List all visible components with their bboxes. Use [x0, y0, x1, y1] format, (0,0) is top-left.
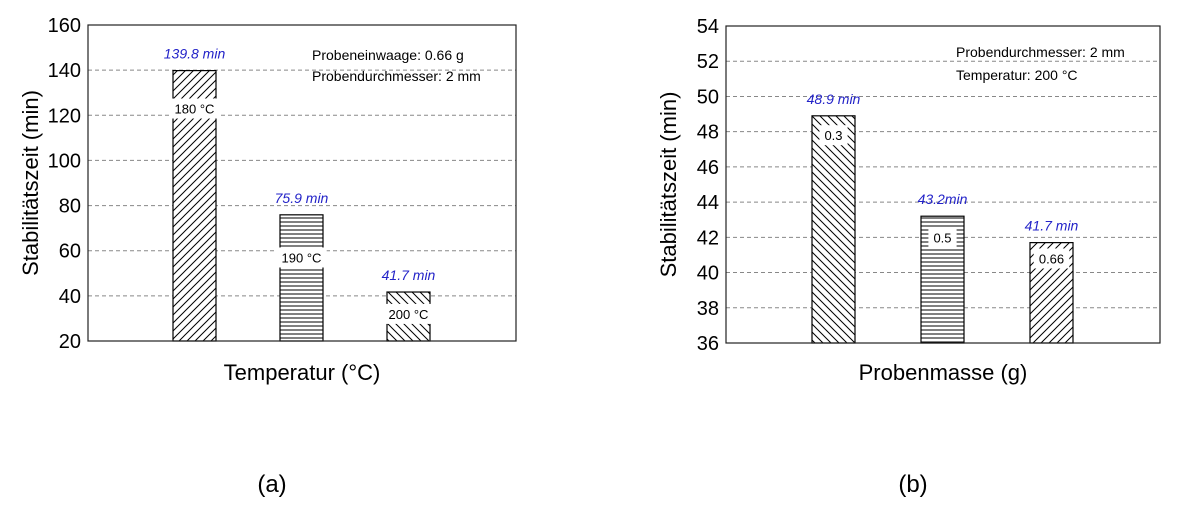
- y-tick-label-0-0: 20: [59, 331, 81, 353]
- y-axis-label-1: Stabilitätszeit (min): [656, 92, 681, 278]
- category-label-0-1: 190 °C: [282, 250, 322, 265]
- x-axis-label-0: Temperatur (°C): [224, 360, 381, 385]
- value-label-0-2: 41.7 min: [382, 267, 436, 283]
- panel-label-1: (b): [898, 471, 927, 498]
- y-tick-label-0-7: 160: [48, 15, 81, 37]
- y-tick-label-0-1: 40: [59, 286, 81, 308]
- category-label-1-1: 0.5: [933, 230, 951, 245]
- value-label-0-0: 139.8 min: [164, 46, 226, 62]
- category-label-bg-0-2: [383, 303, 434, 324]
- category-label-bg-1-1: [928, 227, 957, 248]
- y-tick-label-1-2: 40: [697, 263, 719, 285]
- category-label-bg-0-1: [276, 247, 327, 268]
- panel-label-0: (a): [257, 471, 286, 498]
- y-tick-label-1-8: 52: [697, 51, 719, 73]
- plot-frame-1: [725, 25, 1161, 344]
- annotation-0-1: Probendurchmesser: 2 mm: [312, 68, 481, 84]
- x-axis-label-1: Probenmasse (g): [859, 360, 1028, 385]
- value-label-1-0: 48.9 min: [807, 91, 861, 107]
- category-label-1-0: 0.3: [824, 128, 842, 143]
- y-tick-label-0-2: 60: [59, 241, 81, 263]
- y-tick-label-1-4: 44: [697, 192, 719, 214]
- y-tick-label-1-9: 54: [697, 16, 719, 38]
- value-label-1-1: 43.2min: [918, 191, 968, 207]
- y-tick-label-1-6: 48: [697, 122, 719, 144]
- y-tick-label-1-5: 46: [697, 157, 719, 179]
- y-tick-label-1-3: 42: [697, 227, 719, 249]
- category-label-bg-0-0: [169, 98, 220, 119]
- y-axis-label-0: Stabilitätszeit (min): [18, 90, 43, 276]
- category-label-0-2: 200 °C: [389, 307, 429, 322]
- category-label-bg-1-0: [819, 125, 848, 146]
- annotation-1-1: Temperatur: 200 °C: [956, 67, 1078, 83]
- annotation-0-0: Probeneinwaage: 0.66 g: [312, 47, 464, 63]
- category-label-bg-1-2: [1033, 248, 1070, 269]
- y-tick-label-1-7: 50: [697, 86, 719, 108]
- y-tick-label-1-1: 38: [697, 298, 719, 320]
- value-label-1-2: 41.7 min: [1025, 218, 1079, 234]
- category-label-1-2: 0.66: [1039, 251, 1064, 266]
- y-tick-label-0-5: 120: [48, 105, 81, 127]
- category-label-0-0: 180 °C: [175, 102, 215, 117]
- y-tick-label-0-4: 100: [48, 150, 81, 172]
- y-tick-label-0-6: 140: [48, 60, 81, 82]
- y-tick-label-1-0: 36: [697, 333, 719, 355]
- annotation-1-0: Probendurchmesser: 2 mm: [956, 44, 1125, 60]
- bar-0-1: [279, 214, 324, 342]
- value-label-0-1: 75.9 min: [275, 190, 329, 206]
- plot-frame-0: [87, 24, 517, 342]
- bar-1-0: [811, 115, 856, 344]
- y-tick-label-0-3: 80: [59, 196, 81, 218]
